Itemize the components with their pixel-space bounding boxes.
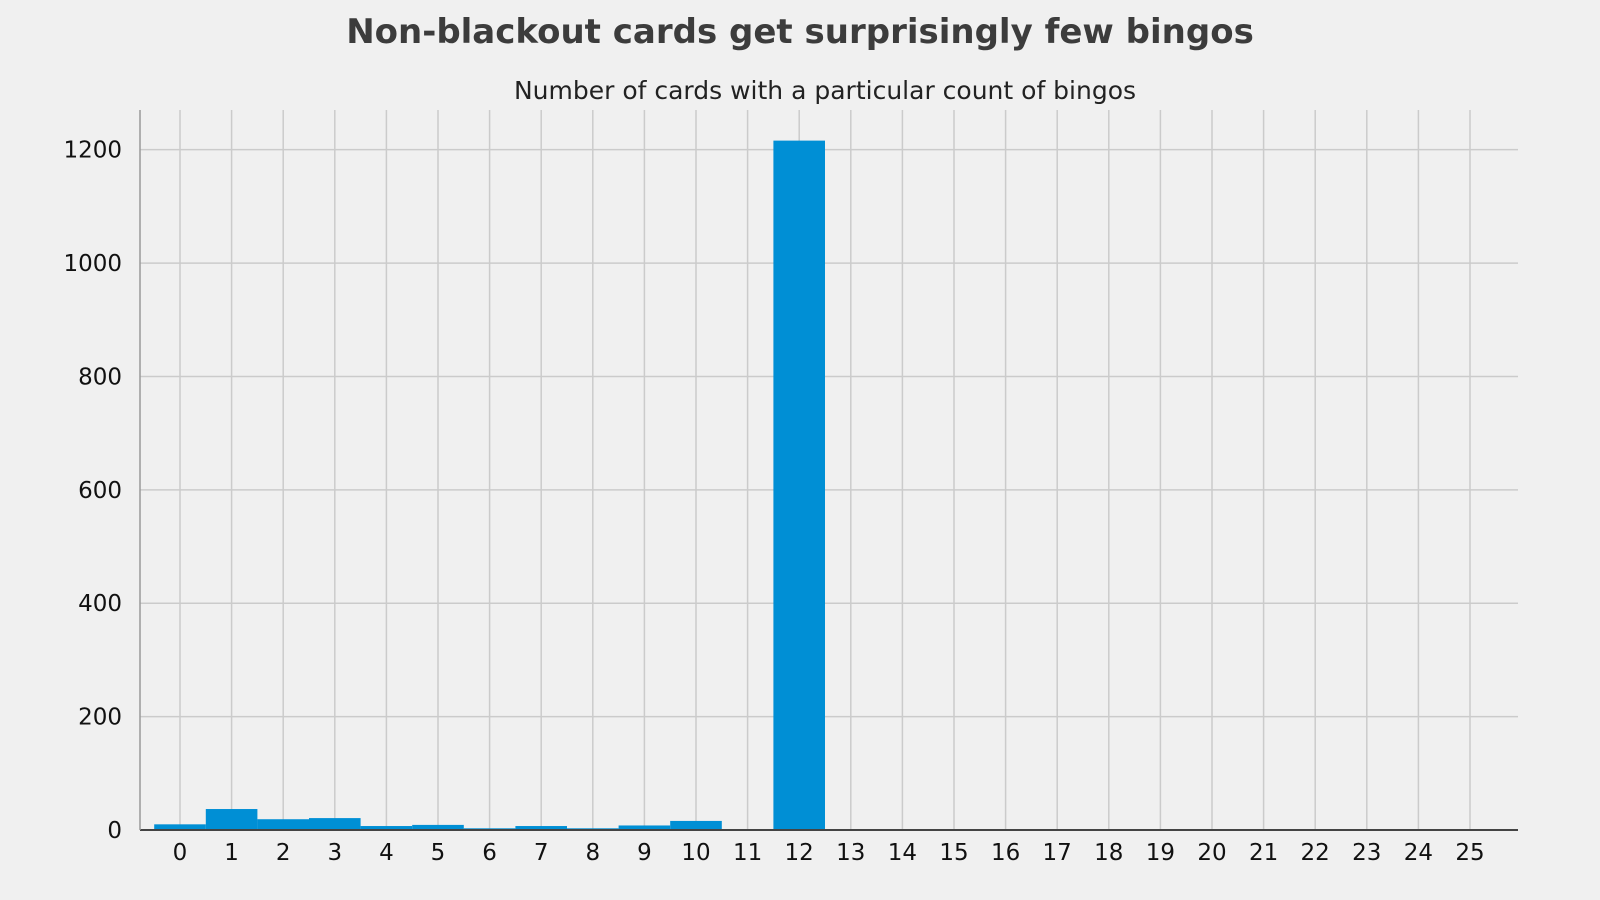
x-tick-label: 9 [637, 840, 652, 866]
bar [773, 140, 825, 831]
x-tick-label: 25 [1455, 840, 1484, 866]
y-tick-label: 0 [107, 818, 122, 844]
y-tick-label: 400 [78, 591, 122, 617]
x-tick-label: 20 [1197, 840, 1226, 866]
bars [154, 140, 825, 831]
x-tick-label: 6 [482, 840, 497, 866]
x-tick-label: 1 [224, 840, 239, 866]
x-tick-label: 15 [939, 840, 968, 866]
y-tick-label: 1200 [63, 138, 122, 164]
x-tick-label: 10 [681, 840, 710, 866]
x-tick-label: 7 [534, 840, 549, 866]
x-tick-label: 14 [888, 840, 917, 866]
x-tick-label: 16 [991, 840, 1020, 866]
x-tick-label: 8 [585, 840, 600, 866]
bar [515, 826, 567, 830]
x-tick-label: 13 [836, 840, 865, 866]
x-tick-label: 0 [173, 840, 188, 866]
bar [360, 826, 413, 830]
x-tick-label: 21 [1249, 840, 1278, 866]
x-tick-label: 5 [431, 840, 446, 866]
x-tick-label: 2 [276, 840, 291, 866]
y-tick-label: 1000 [63, 251, 122, 277]
chart-title: Non-blackout cards get surprisingly few … [346, 12, 1254, 52]
bar [670, 820, 722, 830]
bar [257, 819, 309, 830]
axes [139, 110, 1518, 831]
chart-subtitle: Number of cards with a particular count … [513, 76, 1137, 105]
x-tick-label: 3 [327, 840, 342, 866]
x-tick-label: 18 [1094, 840, 1123, 866]
x-tick-label: 23 [1352, 840, 1381, 866]
bar [618, 825, 671, 830]
x-tick-label: 22 [1301, 840, 1330, 866]
bar [154, 824, 206, 830]
bar [205, 809, 258, 830]
grid-lines [140, 110, 1518, 831]
x-tick-label: 12 [785, 840, 814, 866]
x-tick-label: 17 [1043, 840, 1072, 866]
bar [412, 824, 464, 830]
y-tick-label: 200 [78, 705, 122, 731]
y-tick-label: 800 [78, 364, 122, 390]
x-tick-label: 11 [733, 840, 762, 866]
x-tick-label: 24 [1404, 840, 1433, 866]
x-tick-label: 19 [1146, 840, 1175, 866]
tick-labels: 0 1 2 3 4 5 6 7 8 9 10 11 12 13 14 15 16 17 18 19 20 21 22 23 24… [63, 138, 1484, 866]
x-tick-label: 4 [379, 840, 394, 866]
bar [309, 818, 361, 830]
y-tick-label: 600 [78, 478, 122, 504]
